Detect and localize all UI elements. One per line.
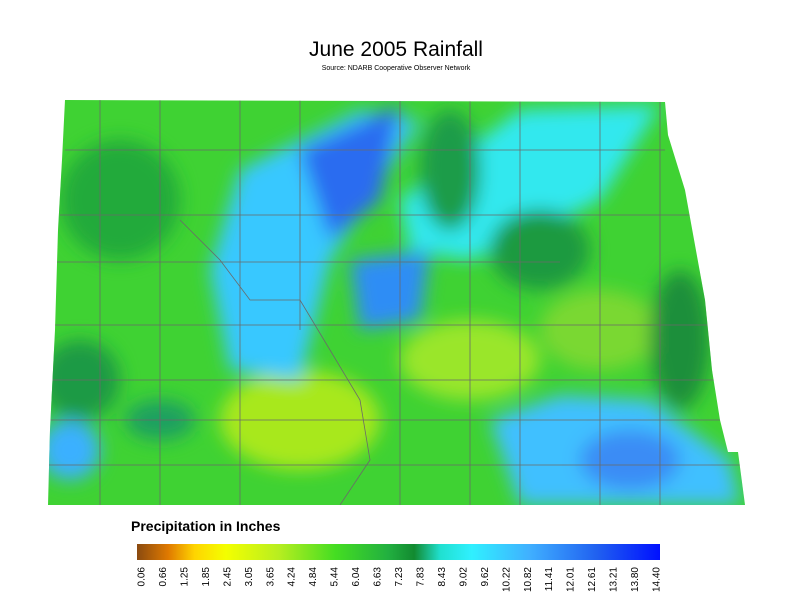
legend-tick-label: 0.66 xyxy=(158,567,169,587)
legend-tick-label: 11.41 xyxy=(544,567,555,592)
legend-tick-label: 12.61 xyxy=(587,567,598,592)
legend-tick-label: 6.04 xyxy=(351,567,362,587)
legend-tick-label: 1.25 xyxy=(179,567,190,587)
legend-tick-label: 9.62 xyxy=(480,567,491,587)
legend-tick-label: 14.40 xyxy=(652,567,663,592)
legend-title: Precipitation in Inches xyxy=(131,518,281,534)
legend-tick-label: 3.05 xyxy=(244,567,255,587)
legend-tick-label: 5.44 xyxy=(330,567,341,587)
legend-tick-label: 10.82 xyxy=(523,567,534,592)
legend-tick-label: 8.43 xyxy=(437,567,448,587)
legend-tick-label: 12.01 xyxy=(566,567,577,592)
map-title: June 2005 Rainfall xyxy=(309,38,483,61)
rainfall-map xyxy=(48,100,745,505)
legend-tick-label: 10.22 xyxy=(501,567,512,592)
legend-tick-label: 9.02 xyxy=(458,567,469,587)
map-subtitle: Source: NDARB Cooperative Observer Netwo… xyxy=(322,65,471,72)
legend-ticks: 0.06 0.66 1.25 1.85 2.45 3.05 3.65 4.24 4.84 5.44… xyxy=(137,567,663,592)
legend-tick-label: 0.06 xyxy=(137,567,148,587)
legend-tick-label: 2.45 xyxy=(222,567,233,587)
legend-tick-label: 1.85 xyxy=(201,567,212,587)
color-scale xyxy=(137,544,660,560)
legend-tick-label: 6.63 xyxy=(373,567,384,587)
legend-tick-label: 4.24 xyxy=(287,567,298,587)
legend-tick-label: 4.84 xyxy=(308,567,319,587)
legend-tick-label: 7.23 xyxy=(394,567,405,587)
legend-tick-label: 7.83 xyxy=(415,567,426,587)
legend-tick-label: 3.65 xyxy=(265,567,276,587)
legend-tick-label: 13.21 xyxy=(609,567,620,592)
legend-tick-label: 13.80 xyxy=(630,567,641,592)
